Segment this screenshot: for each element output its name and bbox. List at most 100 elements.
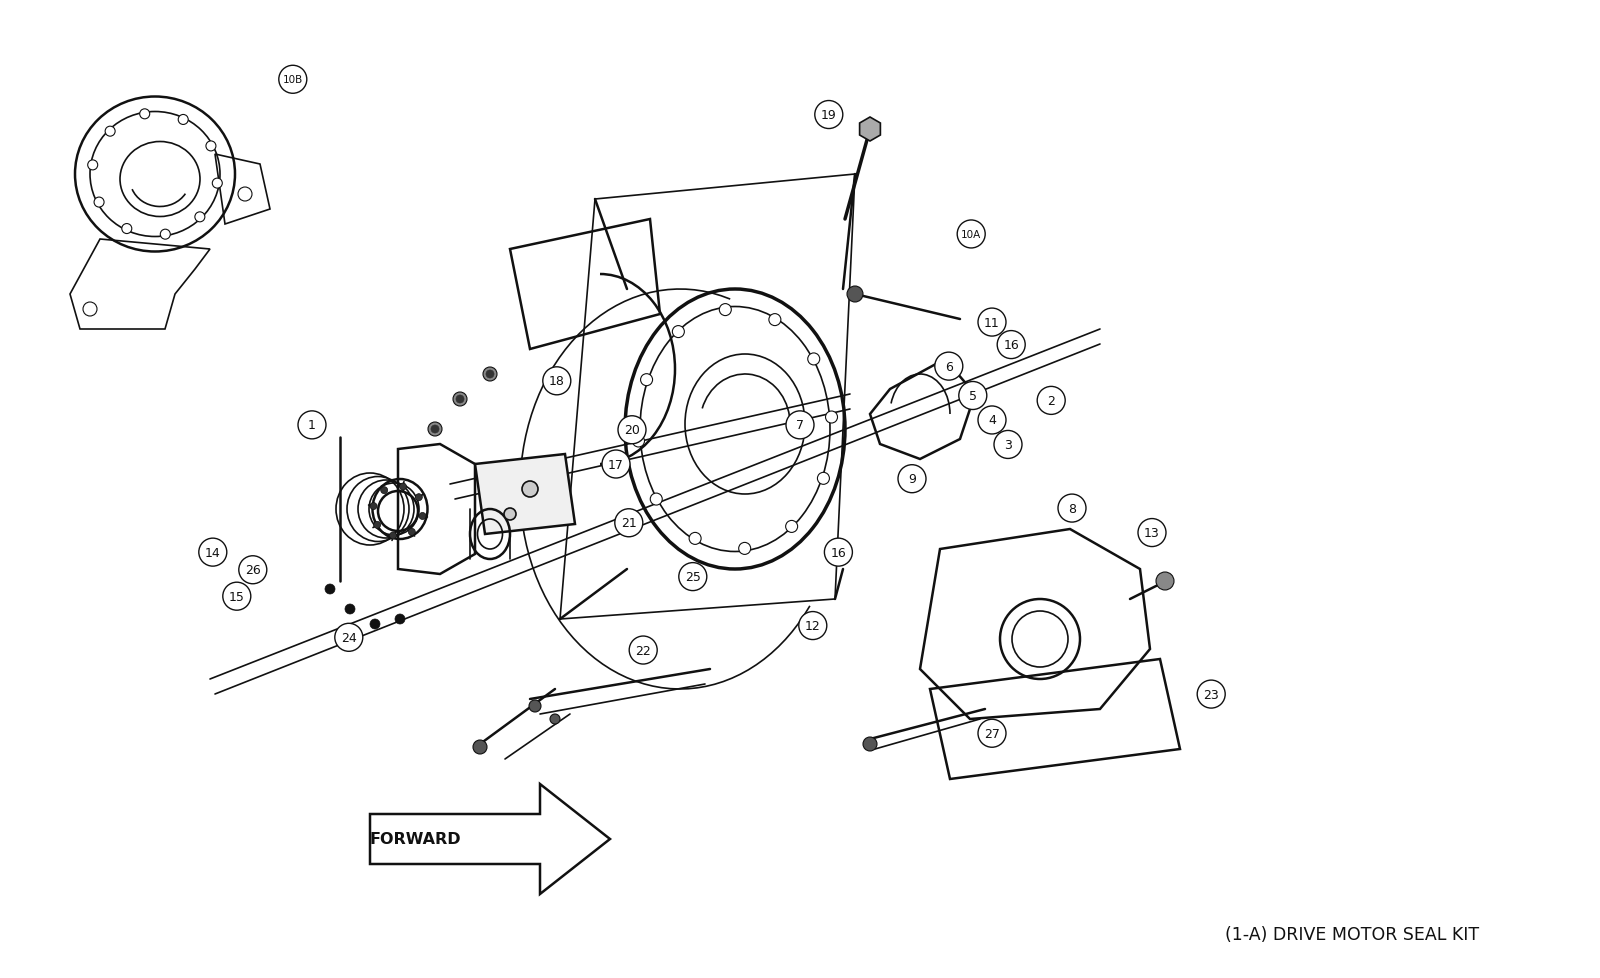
Circle shape	[542, 368, 571, 395]
Circle shape	[453, 392, 467, 407]
Circle shape	[238, 188, 253, 201]
Circle shape	[400, 483, 406, 491]
Circle shape	[206, 142, 216, 152]
Circle shape	[122, 224, 131, 235]
Circle shape	[898, 466, 926, 493]
Circle shape	[997, 332, 1026, 359]
Text: 11: 11	[984, 316, 1000, 330]
Polygon shape	[475, 455, 574, 534]
Circle shape	[978, 720, 1006, 747]
Circle shape	[530, 700, 541, 712]
Circle shape	[808, 354, 819, 366]
Circle shape	[798, 612, 827, 640]
Circle shape	[198, 539, 227, 566]
Text: 7: 7	[797, 419, 805, 432]
Circle shape	[770, 314, 781, 327]
Circle shape	[486, 371, 494, 378]
Text: 27: 27	[984, 727, 1000, 740]
Circle shape	[325, 585, 334, 595]
Circle shape	[690, 533, 701, 545]
Circle shape	[739, 543, 750, 555]
Circle shape	[178, 115, 189, 125]
Text: 25: 25	[685, 570, 701, 584]
Circle shape	[389, 532, 397, 540]
Text: 18: 18	[549, 375, 565, 388]
Text: 15: 15	[229, 590, 245, 603]
Circle shape	[629, 637, 658, 664]
Circle shape	[640, 375, 653, 386]
Circle shape	[862, 737, 877, 751]
Circle shape	[334, 624, 363, 651]
Circle shape	[978, 309, 1006, 336]
Text: 12: 12	[805, 619, 821, 633]
Circle shape	[1155, 572, 1174, 591]
Circle shape	[1197, 681, 1226, 708]
Circle shape	[846, 287, 862, 302]
Circle shape	[814, 102, 843, 129]
Circle shape	[632, 435, 645, 448]
Text: 21: 21	[621, 516, 637, 530]
Circle shape	[1138, 519, 1166, 547]
Circle shape	[934, 353, 963, 380]
Circle shape	[720, 304, 731, 316]
Circle shape	[522, 481, 538, 498]
Circle shape	[957, 221, 986, 248]
Text: 8: 8	[1069, 502, 1075, 515]
Text: 6: 6	[946, 360, 952, 374]
Circle shape	[786, 521, 798, 533]
Circle shape	[430, 425, 438, 433]
Text: 13: 13	[1144, 526, 1160, 540]
Circle shape	[106, 127, 115, 137]
Text: 23: 23	[1203, 688, 1219, 701]
Circle shape	[222, 583, 251, 610]
Circle shape	[824, 539, 853, 566]
Text: 10B: 10B	[283, 75, 302, 85]
Text: 3: 3	[1005, 438, 1011, 452]
Circle shape	[238, 556, 267, 584]
Circle shape	[370, 619, 381, 630]
Circle shape	[429, 422, 442, 436]
Circle shape	[419, 512, 426, 520]
Text: 10A: 10A	[962, 230, 981, 240]
Circle shape	[395, 614, 405, 624]
Circle shape	[550, 714, 560, 725]
Circle shape	[456, 395, 464, 404]
Text: 16: 16	[830, 546, 846, 559]
Circle shape	[298, 412, 326, 439]
Text: 2: 2	[1048, 394, 1054, 408]
Circle shape	[213, 179, 222, 189]
Circle shape	[614, 510, 643, 537]
Circle shape	[994, 431, 1022, 459]
Circle shape	[195, 212, 205, 223]
Circle shape	[416, 494, 422, 501]
Circle shape	[602, 451, 630, 478]
Circle shape	[504, 509, 515, 520]
Text: 19: 19	[821, 109, 837, 122]
Text: 5: 5	[970, 389, 976, 403]
Circle shape	[346, 604, 355, 614]
Circle shape	[139, 110, 150, 119]
Circle shape	[374, 522, 381, 529]
Circle shape	[618, 417, 646, 444]
Circle shape	[650, 494, 662, 506]
Text: 24: 24	[341, 631, 357, 645]
Text: 1: 1	[309, 419, 315, 432]
Circle shape	[474, 740, 486, 754]
Circle shape	[408, 529, 416, 536]
Circle shape	[818, 472, 829, 485]
Text: 4: 4	[989, 414, 995, 427]
Text: 14: 14	[205, 546, 221, 559]
Circle shape	[278, 67, 307, 94]
Circle shape	[672, 327, 685, 338]
Text: 22: 22	[635, 644, 651, 657]
Circle shape	[88, 160, 98, 171]
Circle shape	[1037, 387, 1066, 415]
Circle shape	[678, 563, 707, 591]
Text: 26: 26	[245, 563, 261, 577]
Text: (1-A) DRIVE MOTOR SEAL KIT: (1-A) DRIVE MOTOR SEAL KIT	[1226, 925, 1478, 943]
Polygon shape	[859, 118, 880, 142]
Circle shape	[1058, 495, 1086, 522]
Circle shape	[826, 412, 837, 423]
Circle shape	[958, 382, 987, 410]
Circle shape	[370, 503, 378, 510]
